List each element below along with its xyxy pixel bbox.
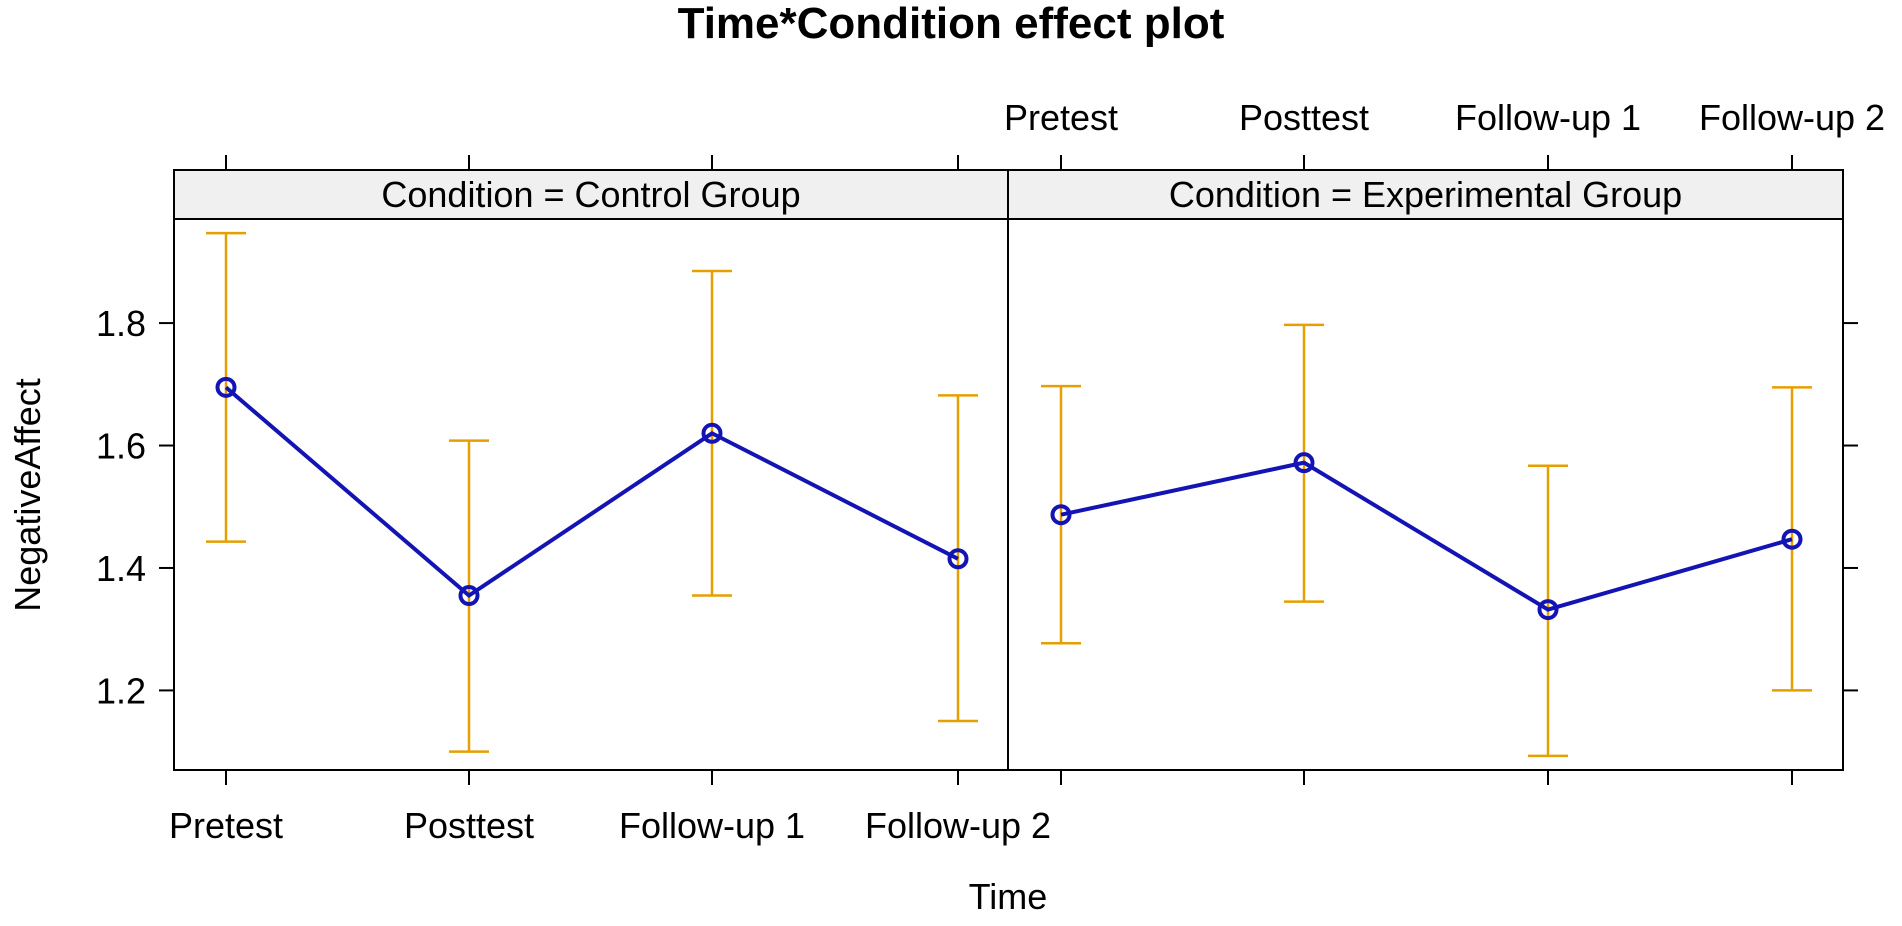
x-tick-label-top: Posttest: [1239, 97, 1369, 138]
y-tick-label: 1.8: [96, 303, 146, 344]
chart-title: Time*Condition effect plot: [678, 0, 1225, 48]
x-tick-label-top: Pretest: [1004, 97, 1118, 138]
data-point: [947, 548, 969, 570]
data-point: [1293, 452, 1315, 474]
data-point: [1050, 504, 1072, 526]
data-point: [701, 422, 723, 444]
y-tick-label: 1.4: [96, 548, 146, 589]
strip-label: Condition = Control Group: [381, 174, 800, 215]
series-line: [1060, 460, 1793, 612]
x-tick-label: Pretest: [169, 805, 283, 846]
x-tick-label-top: Follow-up 2: [1699, 97, 1885, 138]
data-point: [1781, 528, 1803, 550]
panel-border: [173, 169, 1009, 771]
x-axis-title: Time: [969, 876, 1048, 917]
x-tick-label: Follow-up 1: [619, 805, 805, 846]
x-tick-label-top: Follow-up 1: [1455, 97, 1641, 138]
y-axis-title: NegativeAffect: [7, 378, 48, 611]
data-point: [1537, 599, 1559, 621]
data-point: [458, 585, 480, 607]
plot-layer: Condition = Control Group Condition = Exp…: [96, 97, 1885, 846]
y-tick-label: 1.2: [96, 670, 146, 711]
strip-background: [173, 169, 1009, 220]
y-tick-label: 1.6: [96, 426, 146, 467]
x-tick-label: Posttest: [404, 805, 534, 846]
data-point: [215, 376, 237, 398]
x-tick-label: Follow-up 2: [865, 805, 1051, 846]
strip-label: Condition = Experimental Group: [1169, 174, 1682, 215]
panel-border: [1007, 169, 1844, 771]
series-line: [224, 385, 959, 599]
